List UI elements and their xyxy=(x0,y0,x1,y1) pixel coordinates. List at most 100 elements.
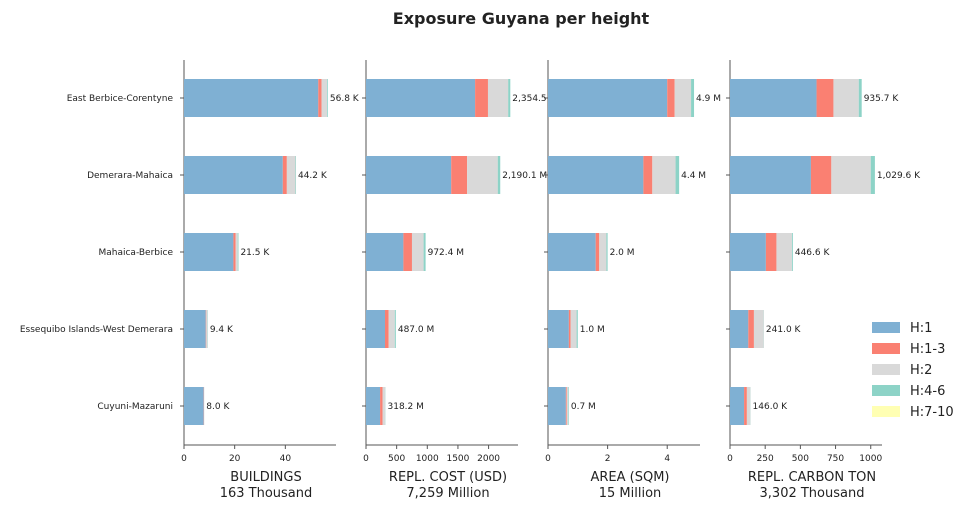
x-tick-label: 4 xyxy=(664,454,670,464)
bar-value-label: 241.0 K xyxy=(766,325,802,335)
bar-value-label: 2,190.1 M xyxy=(502,171,547,181)
bar-value-label: 56.8 K xyxy=(330,94,360,104)
legend-label: H:2 xyxy=(910,363,932,378)
bar-segment-h-4-6 xyxy=(423,233,426,271)
bar-segment-h-1 xyxy=(366,310,385,348)
bar-segment-h-1-3 xyxy=(568,310,571,348)
x-tick-label: 0 xyxy=(545,454,551,464)
panel-1: 0 500 1000 1500 2000 2,354.5 M 2,190.1 M 972.4 … xyxy=(362,60,557,501)
bar-segment-h-2 xyxy=(833,79,859,117)
category-label: Essequibo Islands-West Demerara xyxy=(20,325,173,335)
bar-value-label: 0.7 M xyxy=(571,402,596,412)
bar-segment-h-4-6 xyxy=(295,156,296,194)
bar-segment-h-4-6 xyxy=(568,387,569,425)
bar-segment-h-2 xyxy=(674,79,692,117)
x-tick-label: 2000 xyxy=(477,454,500,464)
x-axis-label: REPL. CARBON TON xyxy=(748,470,876,485)
x-axis-total: 3,302 Thousand xyxy=(760,486,865,501)
bar-value-label: 487.0 M xyxy=(398,325,434,335)
legend-label: H:1 xyxy=(910,321,932,336)
chart-title: Exposure Guyana per height xyxy=(393,9,650,28)
bar-segment-h-1 xyxy=(730,310,749,348)
category-labels: East Berbice-Corentyne Demerara-Mahaica Ma… xyxy=(20,94,174,412)
bar-segment-h-1-3 xyxy=(744,387,747,425)
bar-segment-h-1 xyxy=(548,233,596,271)
bar-segment-h-1 xyxy=(366,79,476,117)
bar-segment-h-4-6 xyxy=(858,79,862,117)
bar-segment-h-1 xyxy=(730,79,817,117)
legend: H:1 H:1-3 H:2 H:4-6 H:7-10 xyxy=(872,321,954,420)
legend-swatch xyxy=(872,364,900,375)
bar-segment-h-2 xyxy=(235,233,238,271)
x-axis-total: 163 Thousand xyxy=(220,486,313,501)
legend-swatch xyxy=(872,343,900,354)
x-tick-label: 500 xyxy=(388,454,405,464)
bar-segment-h-1 xyxy=(184,156,283,194)
legend-swatch xyxy=(872,322,900,333)
bar-segment-h-2 xyxy=(746,387,751,425)
legend-swatch xyxy=(872,406,900,417)
bar-segment-h-2 xyxy=(321,79,328,117)
bar-segment-h-1 xyxy=(548,387,566,425)
bar-segment-h-4-6 xyxy=(327,79,328,117)
legend-label: H:4-6 xyxy=(910,384,945,399)
legend-label: H:1-3 xyxy=(910,342,945,357)
bar-segment-h-1-3 xyxy=(643,156,653,194)
bar-value-label: 21.5 K xyxy=(240,248,270,258)
bar-segment-h-1 xyxy=(184,233,234,271)
x-tick-label: 0 xyxy=(181,454,187,464)
bar-value-label: 8.0 K xyxy=(206,402,230,412)
bar-segment-h-1-3 xyxy=(475,79,488,117)
x-axis-total: 7,259 Million xyxy=(406,486,489,501)
bar-segment-h-1-3 xyxy=(748,310,754,348)
bar-segment-h-1-3 xyxy=(595,233,600,271)
legend-swatch xyxy=(872,385,900,396)
bar-value-label: 1.0 M xyxy=(580,325,605,335)
bar-segment-h-2 xyxy=(753,310,764,348)
bar-value-label: 318.2 M xyxy=(388,402,424,412)
bar-segment-h-2 xyxy=(570,310,577,348)
x-axis-label: REPL. COST (USD) xyxy=(389,470,507,485)
x-tick-label: 0 xyxy=(727,454,733,464)
bar-segment-h-4-6 xyxy=(675,156,680,194)
bar-value-label: 446.6 K xyxy=(795,248,831,258)
bar-value-label: 44.2 K xyxy=(298,171,328,181)
bar-segment-h-2 xyxy=(388,310,395,348)
bar-segment-h-1-3 xyxy=(282,156,287,194)
bar-segment-h-2 xyxy=(487,79,509,117)
x-axis-label: AREA (SQM) xyxy=(590,470,669,485)
x-tick-label: 20 xyxy=(229,454,241,464)
x-tick-label: 40 xyxy=(280,454,292,464)
x-tick-label: 750 xyxy=(827,454,844,464)
bar-segment-h-1-3 xyxy=(385,310,389,348)
bar-segment-h-2 xyxy=(599,233,607,271)
bar-segment-h-2 xyxy=(206,310,208,348)
bar-value-label: 2.0 M xyxy=(610,248,635,258)
bar-segment-h-1 xyxy=(184,310,206,348)
bar-segment-h-2 xyxy=(776,233,792,271)
bar-segment-h-2 xyxy=(286,156,296,194)
bar-segment-h-1-3 xyxy=(565,387,567,425)
bar-segment-h-4-6 xyxy=(606,233,608,271)
bar-segment-h-1-3 xyxy=(205,310,207,348)
bar-value-label: 9.4 K xyxy=(210,325,234,335)
x-tick-label: 2 xyxy=(605,454,611,464)
bar-segment-h-1-3 xyxy=(810,156,832,194)
bar-segment-h-2 xyxy=(831,156,871,194)
category-label: Demerara-Mahaica xyxy=(87,171,173,181)
bar-segment-h-1 xyxy=(548,79,668,117)
bar-value-label: 4.9 M xyxy=(696,94,721,104)
bar-segment-h-1 xyxy=(366,233,404,271)
bar-segment-h-1 xyxy=(548,310,569,348)
bar-segment-h-4-6 xyxy=(870,156,875,194)
category-label: East Berbice-Corentyne xyxy=(67,94,174,104)
bar-segment-h-1-3 xyxy=(380,387,383,425)
bar-segment-h-4-6 xyxy=(691,79,695,117)
x-tick-label: 1500 xyxy=(446,454,469,464)
bar-segment-h-4-6 xyxy=(791,233,793,271)
bar-segment-h-1 xyxy=(184,79,319,117)
bar-segment-h-2 xyxy=(467,156,498,194)
bar-value-label: 1,029.6 K xyxy=(877,171,921,181)
bar-segment-h-1-3 xyxy=(318,79,322,117)
